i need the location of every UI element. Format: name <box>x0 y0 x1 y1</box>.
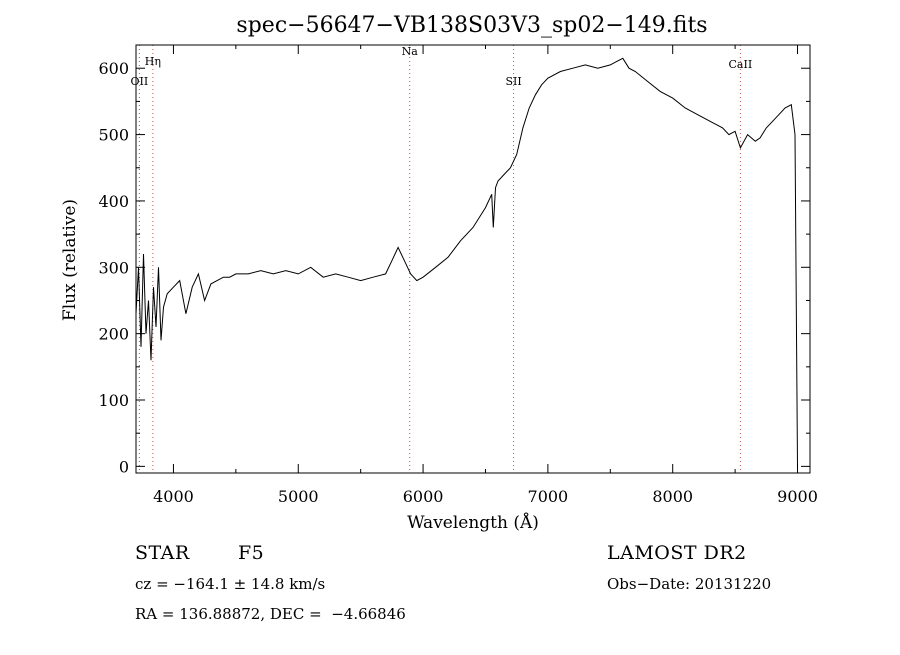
redshift-velocity: cz = −164.1 ± 14.8 km/s <box>135 575 326 593</box>
y-tick-label: 600 <box>98 59 129 78</box>
x-tick-label: 4000 <box>153 487 194 506</box>
spectral-line-markers: Hη OII Na SII CaII <box>131 45 753 473</box>
observation-date: Obs−Date: 20131220 <box>607 575 772 593</box>
x-tick-label: 7000 <box>528 487 569 506</box>
axis-ticks: 4000 5000 6000 7000 8000 9000 0 100 200 300 400 500… <box>98 45 818 506</box>
y-tick-label: 200 <box>98 325 129 344</box>
object-type: STAR <box>135 542 190 564</box>
y-tick-label: 400 <box>98 192 129 211</box>
spectral-line-label: Hη <box>145 55 161 68</box>
chart-title: spec−56647−VB138S03V3_sp02−149.fits <box>236 13 707 38</box>
object-subclass: F5 <box>238 542 265 564</box>
y-tick-label: 100 <box>98 391 129 410</box>
x-axis-label: Wavelength (Å) <box>407 512 539 533</box>
spectral-line-label: Na <box>402 45 419 58</box>
plot-frame <box>135 44 811 474</box>
x-tick-label: 9000 <box>777 487 818 506</box>
spectral-line-label: SII <box>505 75 521 88</box>
survey-name: LAMOST DR2 <box>607 542 747 564</box>
x-tick-label: 6000 <box>403 487 444 506</box>
x-tick-label: 5000 <box>278 487 319 506</box>
spectral-line-label: CaII <box>729 58 753 71</box>
sky-coordinates: RA = 136.88872, DEC = −4.66846 <box>135 605 406 623</box>
y-axis-label: Flux (relative) <box>60 199 80 321</box>
spectral-line-label: OII <box>131 75 149 88</box>
y-tick-label: 300 <box>98 258 129 277</box>
y-tick-label: 0 <box>119 457 129 476</box>
spectrum-line <box>135 57 798 467</box>
y-tick-label: 500 <box>98 126 129 145</box>
x-tick-label: 8000 <box>652 487 693 506</box>
